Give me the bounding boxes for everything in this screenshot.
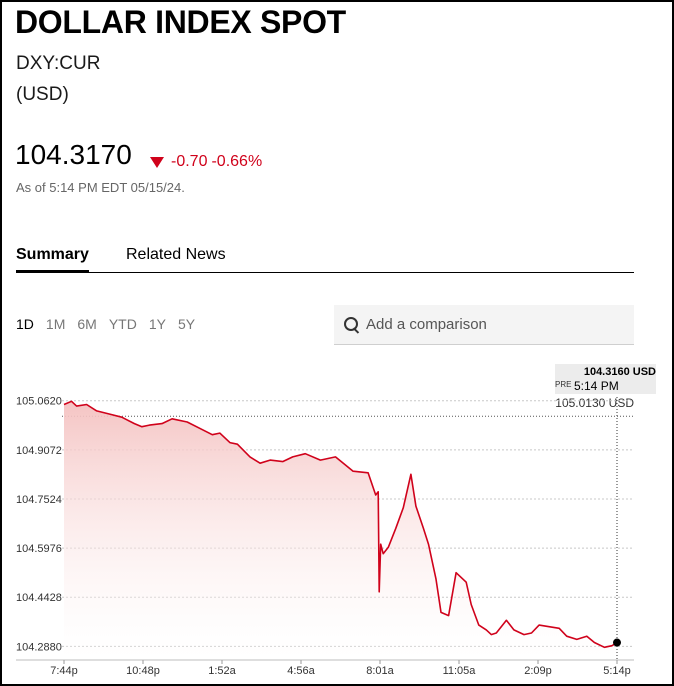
range-1d[interactable]: 1D	[16, 316, 34, 332]
tab-bar: Summary Related News	[16, 242, 634, 273]
currency-label: (USD)	[16, 84, 69, 105]
price-chart[interactable]: 105.0620 104.9072 104.7524 104.5976 104.4428…	[0, 395, 674, 686]
range-ytd[interactable]: YTD	[108, 316, 137, 332]
y-tick-label: 104.9072	[16, 445, 62, 457]
price-change: -0.70 -0.66%	[150, 153, 262, 171]
tooltip-background	[555, 364, 656, 394]
y-tick-label: 104.2880	[16, 641, 62, 653]
tab-summary[interactable]: Summary	[16, 246, 89, 273]
price-line	[63, 400, 618, 649]
x-tick-label: 10:48p	[126, 665, 160, 677]
last-price: 104.3170	[15, 139, 132, 170]
range-1y[interactable]: 1Y	[148, 316, 166, 332]
x-tick-label: 8:01a	[366, 665, 394, 677]
tooltip-pre-label: PRE	[555, 380, 572, 389]
range-5y[interactable]: 5Y	[177, 316, 196, 332]
range-6m[interactable]: 6M	[77, 316, 97, 332]
tooltip-price: 104.3160 USD	[583, 366, 656, 378]
change-percent: -0.66%	[211, 153, 263, 170]
range-selector: 1D 1M 6M YTD 1Y 5Y	[16, 316, 207, 332]
tab-related-news[interactable]: Related News	[126, 246, 226, 263]
x-tick-label: 7:44p	[50, 665, 78, 677]
y-tick-label: 104.5976	[16, 543, 62, 555]
x-tick-label: 4:56a	[287, 665, 315, 677]
page-title: DOLLAR INDEX SPOT	[15, 4, 346, 40]
as-of-timestamp: As of 5:14 PM EDT 05/15/24.	[16, 180, 185, 195]
previous-close-label: 105.0130 USD	[555, 396, 634, 410]
change-value: -0.70	[171, 153, 208, 170]
x-tick-label: 5:14p	[603, 665, 631, 677]
search-icon	[344, 316, 360, 333]
x-tick-label: 1:52a	[208, 665, 236, 677]
comparison-input[interactable]	[366, 316, 626, 333]
x-tick-label: 2:09p	[524, 665, 552, 677]
ticker-symbol: DXY:CUR	[16, 53, 101, 74]
tooltip-time: 5:14 PM	[574, 379, 619, 393]
down-arrow-icon	[150, 156, 164, 168]
crosshair-dot	[613, 638, 621, 647]
y-tick-label: 104.4428	[16, 592, 62, 604]
range-1m[interactable]: 1M	[45, 316, 66, 332]
y-tick-label: 104.7524	[16, 494, 62, 506]
x-tick-label: 11:05a	[443, 665, 477, 677]
price-area-fill	[64, 401, 617, 660]
y-tick-label: 105.0620	[16, 396, 62, 408]
comparison-search[interactable]	[334, 305, 634, 345]
